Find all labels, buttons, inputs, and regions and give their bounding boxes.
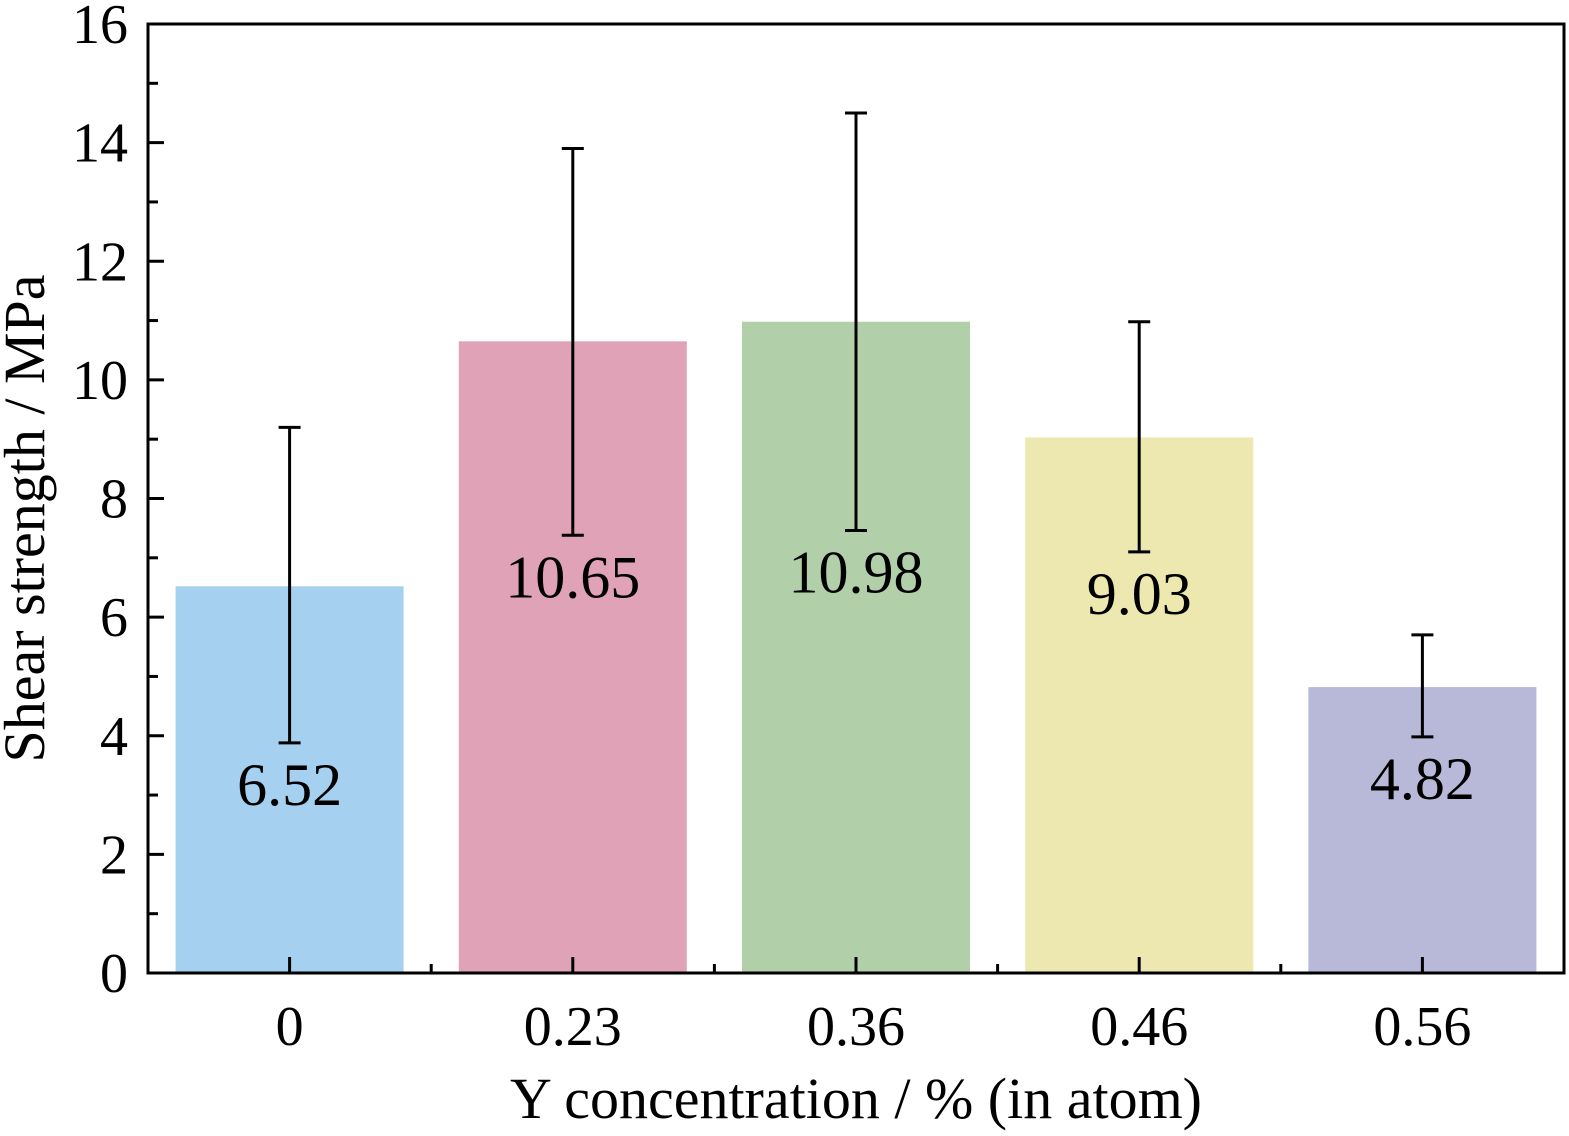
y-tick-label: 2: [100, 824, 128, 886]
y-tick-label: 0: [100, 943, 128, 1005]
x-tick-label: 0.46: [1090, 996, 1188, 1058]
data-labels-group: 6.52 10.65 10.98 9.03 4.82: [237, 540, 1475, 818]
error-bars-group: [278, 111, 1434, 745]
x-tick-label: 0.36: [807, 996, 905, 1058]
y-tick-label: 16: [72, 0, 128, 56]
data-label: 10.65: [505, 544, 640, 610]
x-axis: 0 0.23 0.36 0.46 0.56: [276, 957, 1471, 1058]
y-tick-label: 4: [100, 706, 128, 768]
y-tick-label: 10: [72, 350, 128, 412]
x-tick-label: 0.56: [1373, 996, 1471, 1058]
data-label: 9.03: [1087, 561, 1192, 627]
x-axis-title: Y concentration / % (in atom): [510, 1066, 1202, 1131]
x-tick-label: 0.23: [524, 996, 622, 1058]
data-label: 4.82: [1370, 746, 1475, 812]
y-tick-label: 14: [72, 113, 128, 175]
data-label: 10.98: [789, 540, 924, 606]
x-tick-label: 0: [276, 996, 304, 1058]
data-label: 6.52: [237, 752, 342, 818]
y-tick-label: 8: [100, 469, 128, 531]
y-tick-label: 12: [72, 231, 128, 293]
y-axis: 0 2 4 6 8 10 12 14 16: [72, 0, 164, 1005]
y-tick-label: 6: [100, 587, 128, 649]
y-axis-title: Shear strength / MPa: [0, 274, 57, 762]
